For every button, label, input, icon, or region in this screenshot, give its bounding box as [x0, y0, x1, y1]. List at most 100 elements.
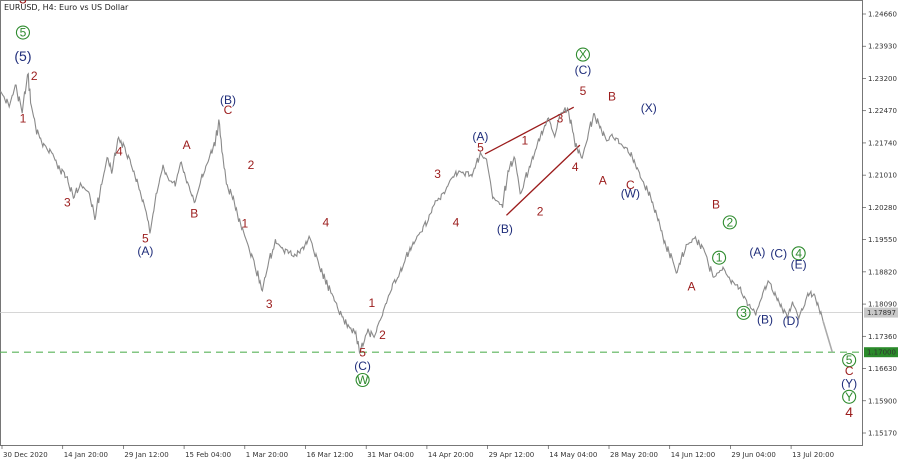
wave-label-47: (E) [791, 257, 807, 271]
wave-label-7: 3 [64, 196, 71, 210]
wave-circle-48 [736, 305, 751, 320]
current-price-label: 1.17897 [867, 309, 896, 317]
y-tick-label: 1.24660 [868, 11, 897, 19]
wave-label-2: 5 [20, 26, 27, 40]
wave-label-35: B [608, 90, 616, 104]
y-tick-label: 1.15170 [868, 430, 897, 438]
y-tick-label: 1.18820 [868, 268, 897, 276]
wave-label-37: A [599, 173, 607, 187]
x-tick-label: 30 Dec 2020 [3, 451, 48, 459]
wave-label-4: 2 [31, 69, 38, 83]
wave-label-22: W [357, 373, 369, 387]
y-tick-label: 1.15900 [868, 397, 897, 405]
wave-label-50: (D) [783, 314, 800, 328]
x-tick-label: 29 Jun 04:00 [731, 451, 775, 459]
wave-label-38: C [626, 178, 635, 192]
wave-label-13: C [224, 103, 233, 117]
wave-label-28: 3 [557, 112, 564, 126]
wave-label-34: 5 [580, 84, 587, 98]
x-tick-label: 28 May 20:00 [610, 451, 658, 459]
wave-label-39: (W) [621, 187, 640, 201]
support-price-label: 1.17000 [867, 349, 896, 357]
wave-label-16: 4 [323, 215, 330, 229]
symbol-label: EURUSD [4, 3, 38, 12]
wave-label-26: 5 [477, 140, 484, 154]
wave-label-8: 5 [142, 232, 149, 246]
wave-label-32: X [579, 48, 587, 62]
wave-label-6: 4 [116, 145, 123, 159]
wave-label-19: 2 [379, 328, 386, 342]
wave-circle-42 [712, 250, 727, 265]
trendline-2 [505, 144, 581, 216]
wave-label-46: 4 [795, 246, 802, 260]
wave-label-52: C [845, 364, 854, 378]
wave-label-18: 1 [368, 296, 375, 310]
y-tick-label: 1.16630 [868, 365, 897, 373]
plot-frame [0, 0, 863, 446]
wave-label-25: (A) [472, 129, 488, 143]
current-price-box [864, 307, 898, 318]
wave-label-44: (A) [749, 245, 765, 259]
wave-label-11: B [190, 207, 198, 221]
forecast-line [822, 321, 834, 353]
wave-label-23: 3 [434, 167, 441, 181]
wave-label-45: (C) [770, 246, 787, 260]
wave-label-3: (5) [14, 48, 31, 64]
x-tick-label: 29 Jan 12:00 [124, 451, 168, 459]
y-tick-label: 1.21010 [868, 172, 897, 180]
wave-label-29: (B) [497, 222, 513, 236]
wave-label-5: 1 [20, 112, 27, 126]
wave-circle-22 [355, 372, 370, 388]
price-series [0, 72, 824, 354]
y-tick-label: 1.21740 [868, 139, 897, 147]
wave-label-51: 5 [846, 353, 853, 367]
wave-label-24: 4 [453, 215, 460, 229]
y-tick-label: 1.19550 [868, 236, 897, 244]
wave-label-1: 3 [19, 0, 27, 6]
y-tick-label: 1.23200 [868, 75, 897, 83]
wave-label-53: (Y) [841, 377, 857, 391]
x-tick-label: 29 Apr 12:00 [489, 451, 535, 459]
x-tick-label: 14 Jan 20:00 [64, 451, 108, 459]
support-price-box [864, 347, 898, 358]
wave-label-17: 3 [266, 297, 273, 311]
wave-label-30: 2 [537, 204, 544, 218]
chart-title: EURUSD, H4: Euro vs US Dollar [4, 3, 129, 12]
wave-label-48: 3 [740, 306, 747, 320]
wave-circle-41 [722, 215, 737, 230]
wave-label-14: 2 [248, 158, 255, 172]
wave-circle-51 [842, 353, 857, 368]
wave-circle-2 [15, 25, 31, 40]
y-tick-label: 1.18090 [868, 301, 897, 309]
wave-label-43: A [688, 279, 696, 293]
wave-label-40: B [712, 198, 720, 212]
x-tick-label: 1 Mar 20:00 [246, 451, 288, 459]
x-tick-label: 31 Mar 04:00 [367, 451, 414, 459]
y-tick-label: 1.20280 [868, 204, 897, 212]
x-tick-label: 16 Mar 12:00 [307, 451, 354, 459]
y-tick-label: 1.17360 [868, 333, 897, 341]
timeframe-label: H4 [43, 3, 54, 12]
wave-label-49: (B) [757, 313, 773, 327]
y-tick-label: 1.22470 [868, 107, 897, 115]
x-tick-label: 14 Jun 12:00 [671, 451, 715, 459]
wave-circle-54 [842, 389, 857, 404]
x-tick-label: 14 May 04:00 [549, 451, 597, 459]
wave-label-33: (C) [575, 63, 592, 77]
wave-label-12: (B) [220, 93, 236, 107]
wave-label-21: (C) [354, 359, 371, 373]
wave-circle-32 [575, 47, 590, 62]
wave-circle-46 [791, 246, 806, 261]
description-label: Euro vs US Dollar [59, 3, 129, 12]
wave-label-20: 5 [359, 346, 366, 360]
wave-label-55: 4 [845, 404, 853, 420]
wave-label-27: 1 [521, 134, 528, 148]
x-tick-label: 14 Apr 20:00 [428, 451, 474, 459]
wave-label-36: (X) [641, 101, 657, 115]
y-tick-label: 1.23930 [868, 43, 897, 51]
wave-label-42: 1 [716, 251, 723, 265]
trendline-1 [484, 106, 575, 155]
x-tick-label: 13 Jul 20:00 [792, 451, 834, 459]
